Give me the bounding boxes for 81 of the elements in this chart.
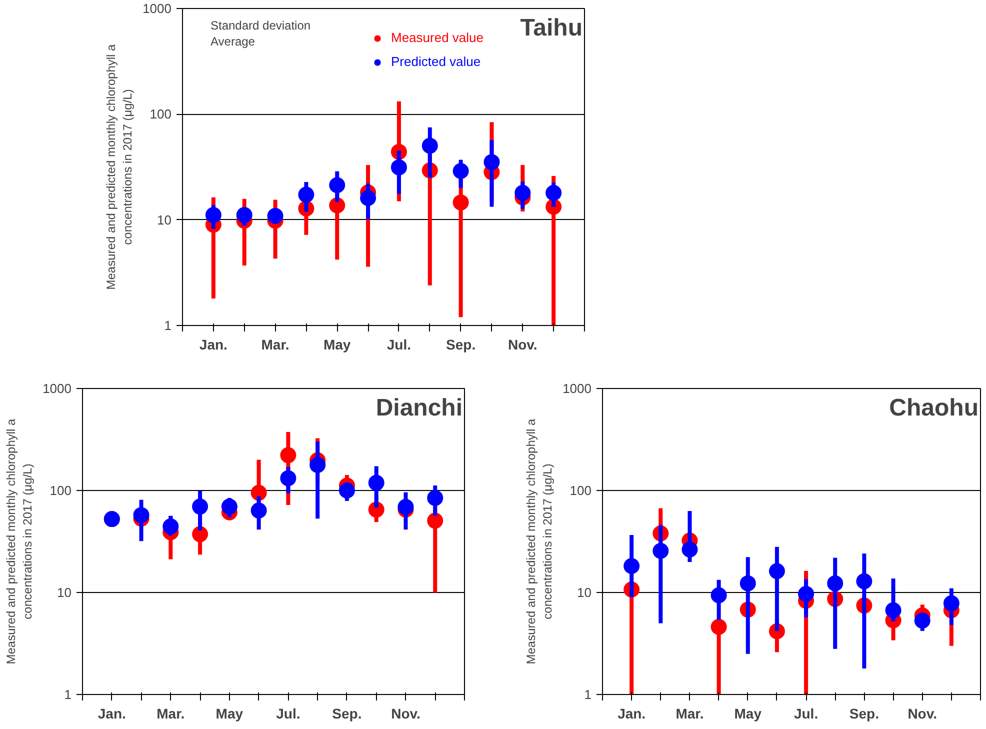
point [740, 575, 756, 592]
point [329, 197, 346, 214]
point [710, 618, 727, 635]
annotation: Average [210, 34, 256, 48]
y-axis-title: Measured and predicted monthly chlorophyll a concentrations in 2017 (μg/L) [104, 44, 135, 290]
point [914, 612, 930, 629]
point [856, 573, 872, 590]
chart-title: Chaohu [889, 394, 979, 422]
x-tick-label: Jul. [794, 706, 818, 722]
point [827, 575, 844, 592]
point [133, 507, 150, 524]
x-tick-label: Nov. [508, 336, 538, 352]
x-tick-label: May [324, 336, 351, 352]
point [514, 184, 531, 201]
point [192, 498, 208, 515]
x-tick-label: Sep. [849, 706, 879, 722]
point [360, 190, 376, 206]
point [267, 208, 284, 224]
point [710, 587, 727, 604]
y-tick-label: 1000 [42, 381, 72, 396]
point [546, 184, 562, 201]
y-tick-label: 1 [584, 687, 592, 702]
point [368, 474, 384, 491]
point [236, 207, 252, 224]
point [390, 159, 407, 176]
y-tick-label: 1 [64, 687, 72, 702]
x-tick-label: Nov. [391, 706, 420, 722]
x-tick-label: Mar. [261, 336, 290, 352]
y-tick-label: 100 [50, 483, 72, 498]
y-tick-label: 10 [157, 212, 172, 228]
x-tick-label: Jan. [618, 706, 646, 722]
x-tick-label: Mar. [156, 706, 185, 722]
point [422, 138, 438, 154]
x-tick-label: Jan. [98, 706, 126, 722]
point [280, 447, 296, 464]
y-tick-label: 100 [570, 483, 592, 498]
point [624, 558, 640, 574]
point [221, 498, 238, 515]
x-tick-label: Jan. [199, 336, 228, 352]
point [280, 470, 296, 486]
point [250, 502, 267, 518]
x-tick-label: May [734, 706, 762, 722]
annotation: Standard deviation [210, 18, 311, 32]
y-tick-label: 10 [57, 585, 72, 600]
point [398, 498, 414, 515]
y-tick-label: 1 [164, 318, 172, 333]
y-axis-title: Measured and predicted monthly chlorophyll a concentrations in 2017 (μg/L) [4, 418, 35, 664]
y-axis-title: Measured and predicted monthly chlorophyll a concentrations in 2017 (μg/L) [524, 418, 555, 664]
point [484, 154, 500, 170]
point [885, 602, 902, 618]
point [427, 512, 444, 529]
chart-title: Dianchi [376, 394, 463, 422]
x-tick-label: Nov. [908, 706, 938, 722]
point [768, 563, 785, 580]
x-tick-label: Sep. [446, 336, 476, 352]
x-tick-label: May [216, 706, 244, 722]
point [427, 490, 444, 506]
point [798, 586, 814, 602]
legend-label: Predicted value [391, 54, 481, 69]
point [452, 194, 469, 210]
point [338, 482, 355, 498]
y-tick-label: 1000 [562, 381, 592, 396]
point [682, 542, 698, 558]
y-tick-label: 10 [577, 585, 592, 600]
point [943, 595, 960, 612]
x-tick-label: Jul. [276, 706, 300, 722]
point [652, 542, 669, 559]
point [162, 518, 179, 534]
x-tick-label: Sep. [332, 706, 362, 722]
x-tick-label: Mar. [676, 706, 704, 722]
legend-label: Measured value [391, 30, 484, 45]
point [298, 186, 314, 203]
y-tick-label: 1000 [142, 1, 172, 16]
y-tick-label: 100 [150, 106, 172, 122]
point [452, 162, 469, 179]
x-tick-label: Jul. [386, 336, 412, 352]
point [205, 207, 222, 224]
point [329, 177, 346, 194]
point [310, 456, 326, 473]
chart-title: Taihu [520, 14, 583, 42]
point [192, 526, 208, 542]
